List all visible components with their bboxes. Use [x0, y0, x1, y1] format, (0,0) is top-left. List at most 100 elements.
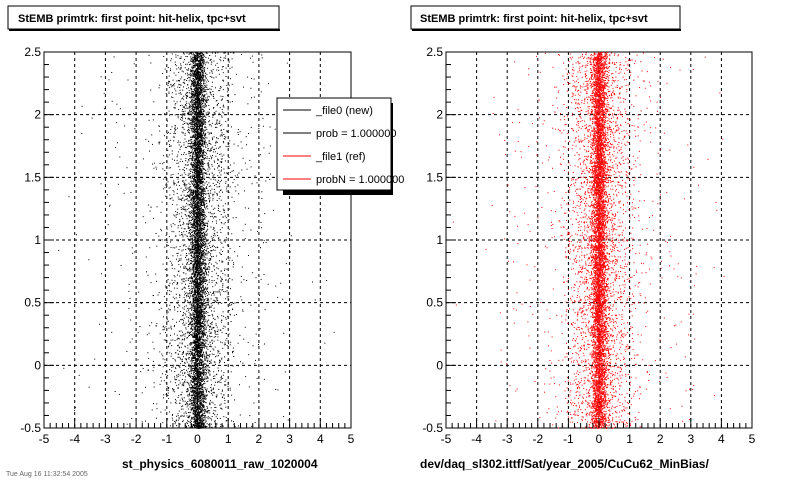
left-scatter-point [210, 344, 212, 346]
left-scatter-point [191, 205, 193, 207]
left-scatter-point [199, 183, 201, 185]
left-scatter-point [183, 208, 185, 210]
left-scatter-point [183, 194, 185, 196]
left-scatter-point [199, 399, 201, 401]
left-scatter-point [197, 84, 199, 86]
left-scatter-point [177, 356, 179, 358]
left-scatter-point [188, 268, 190, 269]
left-scatter-point [210, 393, 212, 395]
left-scatter-point [184, 278, 185, 280]
left-scatter-point [205, 127, 207, 129]
left-scatter-point [152, 370, 154, 372]
left-scatter-point [224, 114, 226, 116]
left-scatter-point [193, 202, 195, 204]
left-scatter-point [255, 359, 256, 361]
left-scatter-point [198, 118, 200, 120]
left-scatter-point [203, 131, 205, 133]
left-scatter-point [186, 195, 188, 197]
left-scatter-point [160, 376, 162, 378]
left-scatter-point [211, 188, 213, 190]
left-scatter-point [193, 79, 195, 81]
left-scatter-point [189, 140, 191, 142]
left-scatter-point [210, 250, 212, 252]
left-scatter-point [188, 107, 190, 109]
left-scatter-point [202, 395, 204, 397]
left-scatter-point [187, 261, 188, 263]
left-scatter-point [142, 216, 144, 218]
left-scatter-point [194, 181, 196, 183]
left-scatter-point [194, 409, 196, 411]
left-scatter-point [202, 401, 204, 403]
left-scatter-point [150, 62, 152, 64]
left-scatter-point [68, 196, 70, 198]
left-scatter-point [196, 153, 197, 155]
left-scatter-point [184, 346, 186, 348]
left-scatter-point [197, 387, 199, 389]
left-scatter-point [261, 57, 263, 59]
left-scatter-point [190, 56, 192, 58]
left-scatter-point [194, 344, 196, 346]
left-scatter-point [182, 82, 184, 84]
left-scatter-point [205, 263, 206, 265]
left-scatter-point [210, 298, 212, 300]
left-scatter-point [200, 187, 202, 189]
left-scatter-point [192, 280, 194, 282]
left-scatter-point [199, 417, 201, 418]
left-scatter-point [221, 132, 223, 134]
left-scatter-point [195, 131, 197, 133]
left-scatter-point [179, 335, 181, 337]
left-scatter-point [210, 192, 212, 194]
left-scatter-point [222, 208, 224, 210]
left-scatter-point [211, 163, 213, 165]
left-scatter-point [203, 313, 205, 315]
left-scatter-point [195, 328, 197, 330]
left-scatter-point [191, 236, 193, 238]
left-scatter-point [194, 203, 196, 205]
left-scatter-point [190, 408, 192, 410]
left-scatter-point [221, 134, 223, 136]
left-scatter-point [188, 102, 190, 104]
left-scatter-point [188, 169, 190, 171]
left-scatter-point [214, 112, 216, 114]
left-scatter-point [194, 352, 196, 354]
left-scatter-point [204, 393, 206, 395]
left-scatter-point [202, 406, 203, 407]
left-scatter-point [197, 88, 199, 90]
left-scatter-point [192, 417, 194, 419]
left-scatter-point [172, 283, 173, 285]
left-scatter-point [196, 102, 198, 104]
left-scatter-point [165, 287, 167, 289]
left-scatter-point [220, 199, 222, 201]
left-scatter-point [218, 290, 220, 292]
left-scatter-point [153, 348, 155, 350]
left-scatter-point [200, 246, 202, 247]
left-scatter-point [192, 68, 194, 70]
left-scatter-point [228, 299, 230, 301]
left-scatter-point [217, 67, 219, 68]
left-scatter-point [219, 172, 221, 174]
left-scatter-point [198, 73, 200, 75]
left-scatter-point [158, 292, 160, 294]
left-scatter-point [198, 394, 200, 396]
left-scatter-point [223, 168, 225, 170]
left-scatter-point [202, 95, 204, 97]
left-scatter-point [193, 56, 195, 58]
left-scatter-point [212, 217, 214, 219]
left-scatter-point [256, 182, 258, 184]
left-scatter-point [189, 293, 191, 295]
left-scatter-point [224, 400, 226, 401]
left-scatter-point [203, 63, 205, 64]
left-scatter-point [198, 63, 200, 65]
left-scatter-point [214, 426, 216, 428]
left-scatter-point [202, 162, 204, 164]
left-scatter-point [244, 190, 245, 192]
left-scatter-point [195, 425, 197, 427]
left-scatter-point [181, 154, 182, 156]
left-scatter-point [212, 197, 214, 199]
left-scatter-point [195, 142, 197, 144]
left-scatter-point [203, 308, 205, 310]
left-scatter-point [195, 329, 197, 331]
left-scatter-point [199, 256, 201, 257]
left-scatter-point [213, 378, 214, 380]
